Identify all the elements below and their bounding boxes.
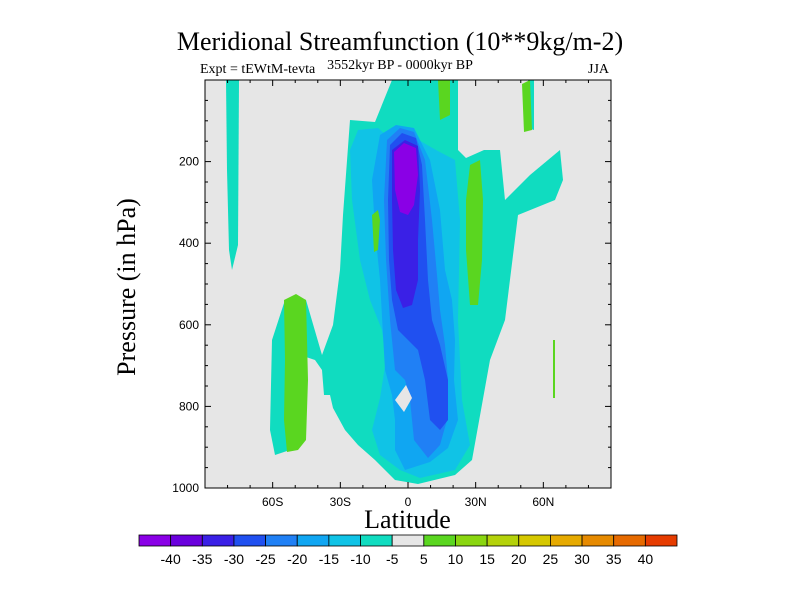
- x-tick-label: 0: [405, 495, 412, 509]
- colorbar-swatch: [550, 534, 583, 547]
- y-tick-label: 800: [179, 399, 199, 413]
- colorbar-swatch: [391, 534, 425, 547]
- colorbar-swatch: [138, 534, 172, 547]
- colorbar-swatch: [518, 534, 551, 547]
- x-tick-label: 60S: [262, 495, 283, 509]
- colorbar-label: 40: [638, 551, 654, 567]
- colorbar-swatch: [423, 534, 456, 547]
- colorbar-swatch: [581, 534, 615, 547]
- colorbar-swatch: [486, 534, 520, 547]
- x-axis: 60S 30S 0 30N 60N: [204, 80, 612, 509]
- x-tick-label: 30N: [465, 495, 487, 509]
- season-label: JJA: [588, 62, 610, 77]
- contour-band-plus5-small: [372, 210, 380, 252]
- contour-band-plus5-north: [522, 80, 532, 132]
- colorbar-label: -15: [319, 551, 339, 567]
- y-tick-label: 200: [179, 155, 199, 169]
- contour-band-minus5-west: [226, 80, 239, 270]
- x-tick-label: 30S: [330, 495, 351, 509]
- x-axis-label: Latitude: [364, 505, 451, 534]
- colorbar: -40 -35 -30 -25 -20 -15 -10 -5 5 10 15 20 25 30 35 40: [138, 534, 678, 567]
- colorbar-label: 5: [420, 551, 428, 567]
- colorbar-swatch: [644, 534, 678, 547]
- colorbar-label: -10: [350, 551, 370, 567]
- x-tick-label: 60N: [532, 495, 554, 509]
- y-axis: 200 400 600 800 1000: [172, 99, 611, 495]
- colorbar-label: 30: [574, 551, 590, 567]
- colorbar-label: -5: [386, 551, 399, 567]
- colorbar-label: -30: [224, 551, 244, 567]
- y-tick-label: 1000: [172, 481, 199, 495]
- colorbar-label: 10: [448, 551, 464, 567]
- colorbar-swatch: [233, 534, 266, 547]
- colorbar-swatch: [201, 534, 235, 547]
- chart-title: Meridional Streamfunction (10**9kg/m-2): [176, 27, 624, 56]
- colorbar-label: 15: [479, 551, 495, 567]
- colorbar-label: 25: [543, 551, 559, 567]
- contour-band-plus5-sh: [284, 294, 308, 452]
- colorbar-swatch: [455, 534, 488, 547]
- colorbar-label: 35: [606, 551, 622, 567]
- colorbar-label: -35: [192, 551, 212, 567]
- y-tick-label: 600: [179, 318, 199, 332]
- contour-band-plus5-line: [553, 340, 555, 398]
- colorbar-label: 20: [511, 551, 527, 567]
- period-label: 3552kyr BP - 0000kyr BP: [327, 58, 473, 73]
- contour-fills: [226, 80, 563, 484]
- colorbar-swatch: [265, 534, 298, 547]
- y-tick-label: 400: [179, 236, 199, 250]
- experiment-label: Expt = tEWtM-tevta: [200, 62, 316, 77]
- colorbar-swatch: [170, 534, 203, 547]
- colorbar-label: -40: [161, 551, 181, 567]
- colorbar-label: -20: [287, 551, 307, 567]
- colorbar-label: -25: [255, 551, 275, 567]
- colorbar-swatch: [328, 534, 361, 547]
- colorbar-swatch: [360, 534, 393, 547]
- contour-band-plus5-nh: [466, 160, 483, 305]
- contour-band-minus35-core: [394, 143, 418, 215]
- colorbar-swatch: [613, 534, 646, 547]
- contour-gap-lower: [395, 385, 412, 412]
- colorbar-swatch: [296, 534, 330, 547]
- contour-band-plus5-eq: [438, 80, 450, 120]
